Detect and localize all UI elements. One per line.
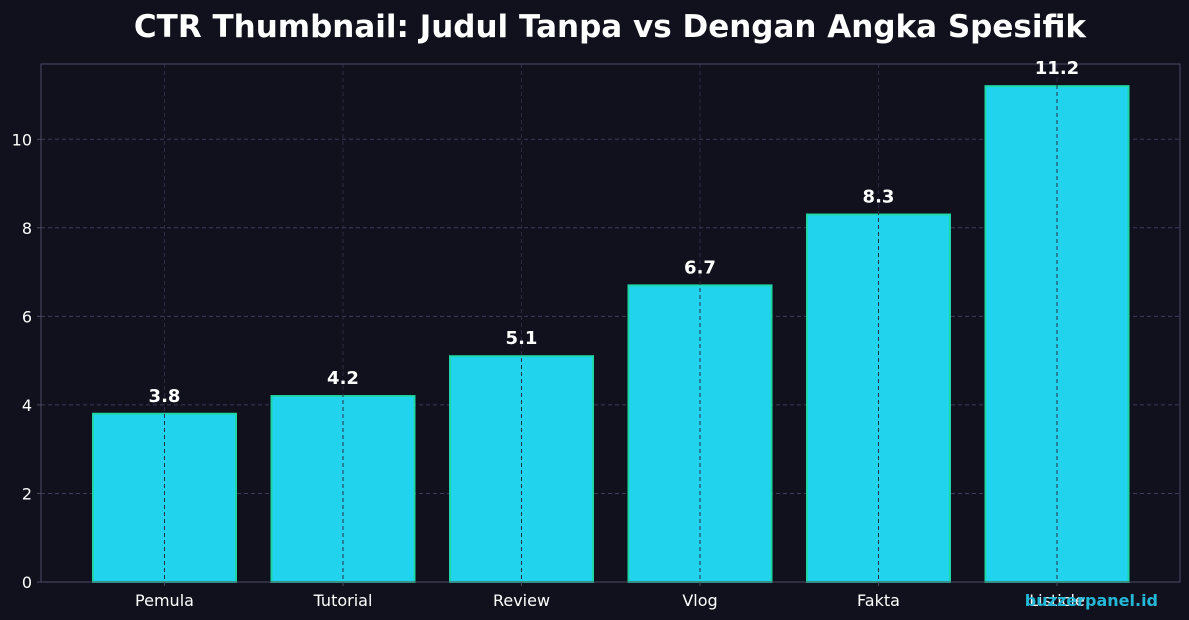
vertical-grid-lines: [164, 64, 1058, 582]
x-tick-label: Review: [493, 591, 550, 610]
data-label: 11.2: [1035, 58, 1079, 79]
y-tick-label: 4: [22, 396, 32, 415]
x-tick-label: Pemula: [135, 591, 194, 610]
bars: [92, 85, 1130, 584]
data-label: 6.7: [684, 257, 716, 278]
y-tick-label: 6: [22, 307, 32, 326]
bar-pemula: [92, 412, 237, 583]
chart-title: CTR Thumbnail: Judul Tanpa vs Dengan Ang…: [134, 9, 1088, 45]
data-label: 8.3: [863, 187, 895, 208]
data-label: 5.1: [506, 328, 538, 349]
y-axis-ticks: 0 2 4 6 8 10: [12, 130, 41, 592]
x-tick-label: Fakta: [857, 591, 900, 610]
x-axis-ticks: Pemula Tutorial Review Vlog Fakta Listicle: [135, 582, 1085, 610]
bar-tutorial: [270, 395, 416, 583]
watermark: buzzerpanel.id: [1025, 591, 1158, 610]
y-tick-label: 2: [22, 484, 32, 503]
data-label: 4.2: [327, 368, 359, 389]
data-labels: 3.8 4.2 5.1 6.7 8.3 11.2: [149, 58, 1080, 407]
y-tick-label: 8: [22, 219, 32, 238]
y-tick-label: 0: [22, 573, 32, 592]
x-tick-label: Vlog: [682, 591, 717, 610]
data-label: 3.8: [149, 386, 181, 407]
x-tick-label: Tutorial: [313, 591, 373, 610]
bar-vlog: [627, 284, 773, 583]
plot-area-frame: [40, 63, 1181, 583]
y-tick-label: 10: [12, 130, 32, 149]
x-tick-label: Listicle: [1029, 591, 1085, 610]
